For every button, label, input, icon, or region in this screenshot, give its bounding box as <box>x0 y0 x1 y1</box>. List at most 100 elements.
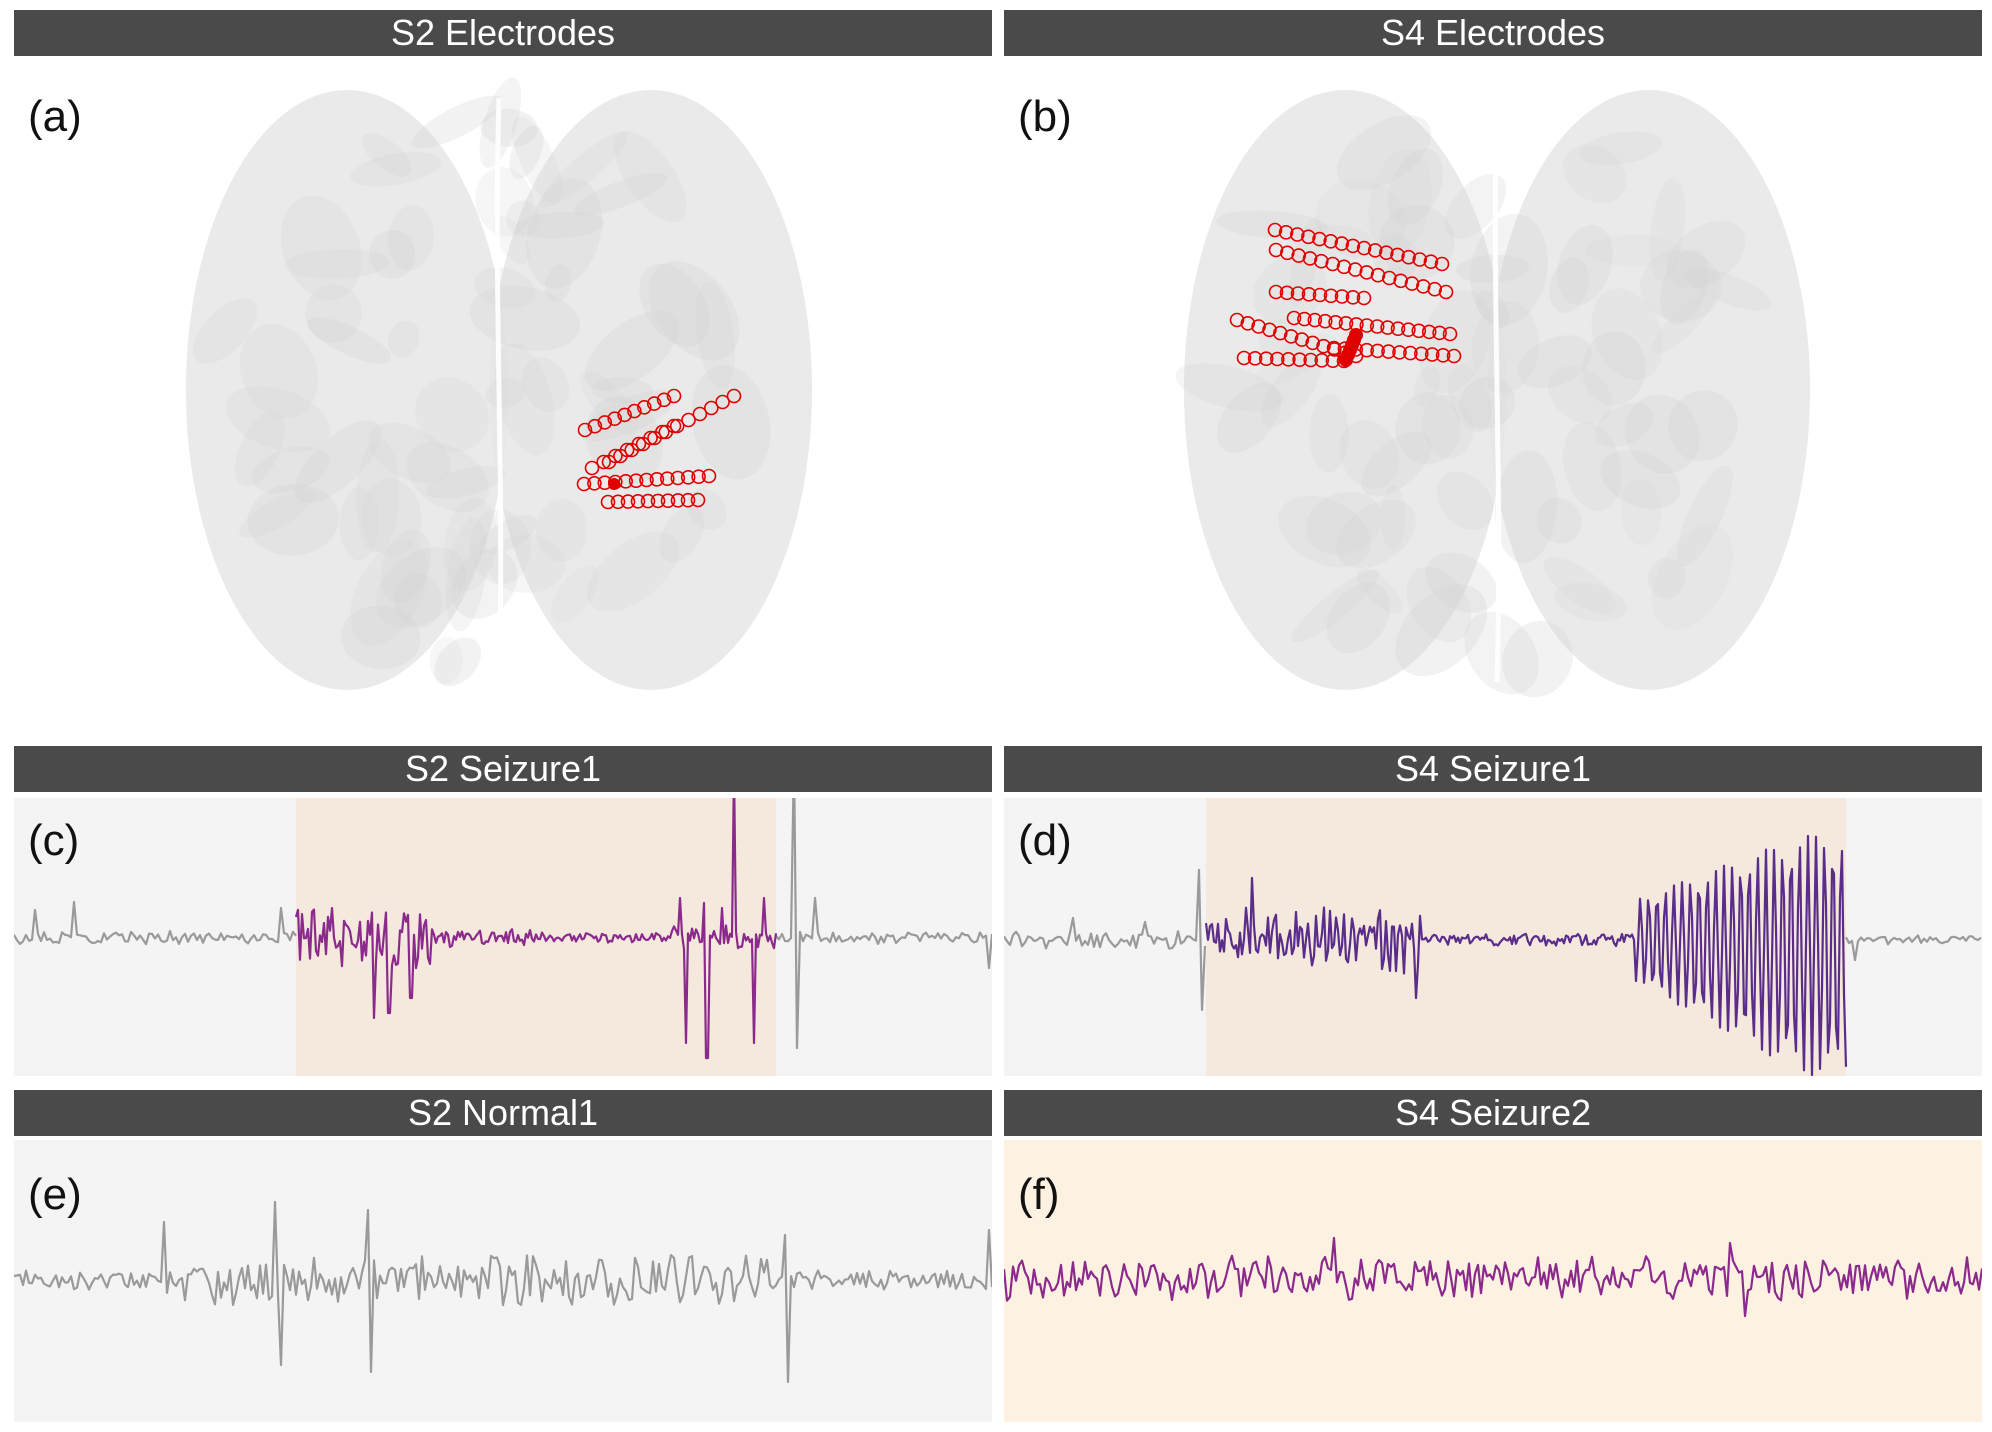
electrode <box>680 492 696 508</box>
right-hemisphere <box>489 90 813 690</box>
electrode <box>1401 322 1416 338</box>
brain-b-figure <box>1175 90 1811 698</box>
panel-e-body <box>14 1140 992 1422</box>
gyrus-shade <box>1666 220 1746 289</box>
panel-e-title: S2 Normal1 <box>14 1090 992 1136</box>
brain-shape <box>185 77 813 690</box>
electrode <box>681 412 696 428</box>
gyrus-shade <box>252 445 330 494</box>
electrode <box>1328 314 1343 330</box>
gyrus-shade <box>284 249 391 279</box>
electrode <box>635 436 651 452</box>
gyrus-shade <box>1476 289 1510 329</box>
electrode <box>1290 286 1306 301</box>
gyrus-shade <box>475 167 534 237</box>
gyrus-shade <box>1683 267 1772 311</box>
electrode <box>1229 312 1245 328</box>
gyrus-shade <box>375 546 467 629</box>
electrode <box>600 494 616 510</box>
electrode <box>670 493 686 508</box>
electrode <box>703 400 719 416</box>
gyrus-shade <box>350 152 442 187</box>
gyrus-shade <box>1660 248 1709 325</box>
gyrus-shade <box>1413 365 1441 407</box>
gyrus-shade <box>1549 257 1590 313</box>
gyrus-shade <box>509 125 544 179</box>
electrode <box>1268 284 1284 300</box>
gyrus-shade <box>1315 179 1408 260</box>
panel-a: S2 Electrodes (a) <box>14 10 992 730</box>
gyrus-shade <box>1406 566 1471 643</box>
gyrus-shade <box>445 517 488 632</box>
gyrus-shade <box>225 386 331 452</box>
gyrus-shade <box>580 371 639 436</box>
electrode <box>1381 270 1397 286</box>
electrode <box>624 442 640 458</box>
electrode <box>1240 315 1256 331</box>
electrode <box>1262 322 1277 338</box>
gyrus-shade <box>235 411 285 487</box>
gyrus-shade <box>1357 568 1403 614</box>
electrode <box>1281 351 1296 367</box>
gyrus-shade <box>1470 213 1548 326</box>
gyrus-shade <box>247 484 339 556</box>
electrode <box>691 469 706 485</box>
gyrus-shade <box>387 205 434 271</box>
gyrus-shade <box>307 317 392 364</box>
electrode <box>1323 288 1339 304</box>
electrode <box>1334 236 1350 251</box>
electrode <box>650 493 666 509</box>
gyrus-shade <box>1547 366 1613 424</box>
electrode <box>1380 320 1395 335</box>
gyrus-shade <box>1624 394 1700 474</box>
gyrus-shade <box>494 343 555 456</box>
gyrus-shade <box>1258 319 1308 363</box>
electrode <box>584 460 600 476</box>
panel-f: S4 Seizure2 (f) <box>1004 1090 1982 1422</box>
trace-c-plot <box>14 798 992 1076</box>
electrode <box>1267 222 1283 238</box>
gyrus-shade <box>545 264 572 302</box>
electrode <box>1289 227 1305 242</box>
panel-b: S4 Electrodes (b) <box>1004 10 1982 730</box>
gyrus-shade <box>486 534 567 593</box>
gyrus-shade <box>1459 376 1516 430</box>
gyrus-shade <box>1447 365 1492 432</box>
gyrus-shade <box>1291 569 1380 643</box>
electrode <box>1427 281 1443 297</box>
electrode <box>636 399 652 415</box>
gyrus-shade <box>526 178 603 289</box>
gyrus-shade <box>1395 392 1461 465</box>
electrode <box>1413 346 1429 362</box>
brain-a-figure <box>185 77 813 690</box>
gyrus-shade <box>1554 582 1627 622</box>
trace-e-background <box>14 1140 992 1422</box>
electrode <box>1325 256 1341 272</box>
electrode <box>1347 262 1363 277</box>
gyrus-shade <box>305 284 362 343</box>
electrode <box>1401 249 1416 265</box>
midline-fissure <box>1492 97 1502 683</box>
panel-e: S2 Normal1 (e) <box>14 1090 992 1422</box>
electrode <box>1323 234 1339 249</box>
electrode <box>1434 256 1450 272</box>
electrode <box>1345 290 1361 305</box>
gyrus-shade <box>239 324 318 419</box>
brain-shape <box>1175 90 1811 698</box>
gyrus-shade <box>380 529 432 604</box>
panel-a-label: (a) <box>28 92 82 141</box>
electrode <box>1412 252 1428 267</box>
gyrus-shade <box>479 515 538 555</box>
electrode <box>1292 352 1307 368</box>
gyrus-shade <box>1495 449 1558 563</box>
gyrus-shade <box>551 565 599 623</box>
panel-c-title: S2 Seizure1 <box>14 746 992 792</box>
gyrus-shade <box>1543 556 1617 615</box>
gyrus-shade <box>1563 422 1622 512</box>
gyrus-shade <box>1640 250 1722 322</box>
electrode <box>607 411 623 427</box>
gyrus-shade <box>687 488 727 530</box>
gyrus-shade <box>1252 254 1327 324</box>
panel-c-body <box>14 798 992 1076</box>
gyrus-shade <box>648 261 740 361</box>
